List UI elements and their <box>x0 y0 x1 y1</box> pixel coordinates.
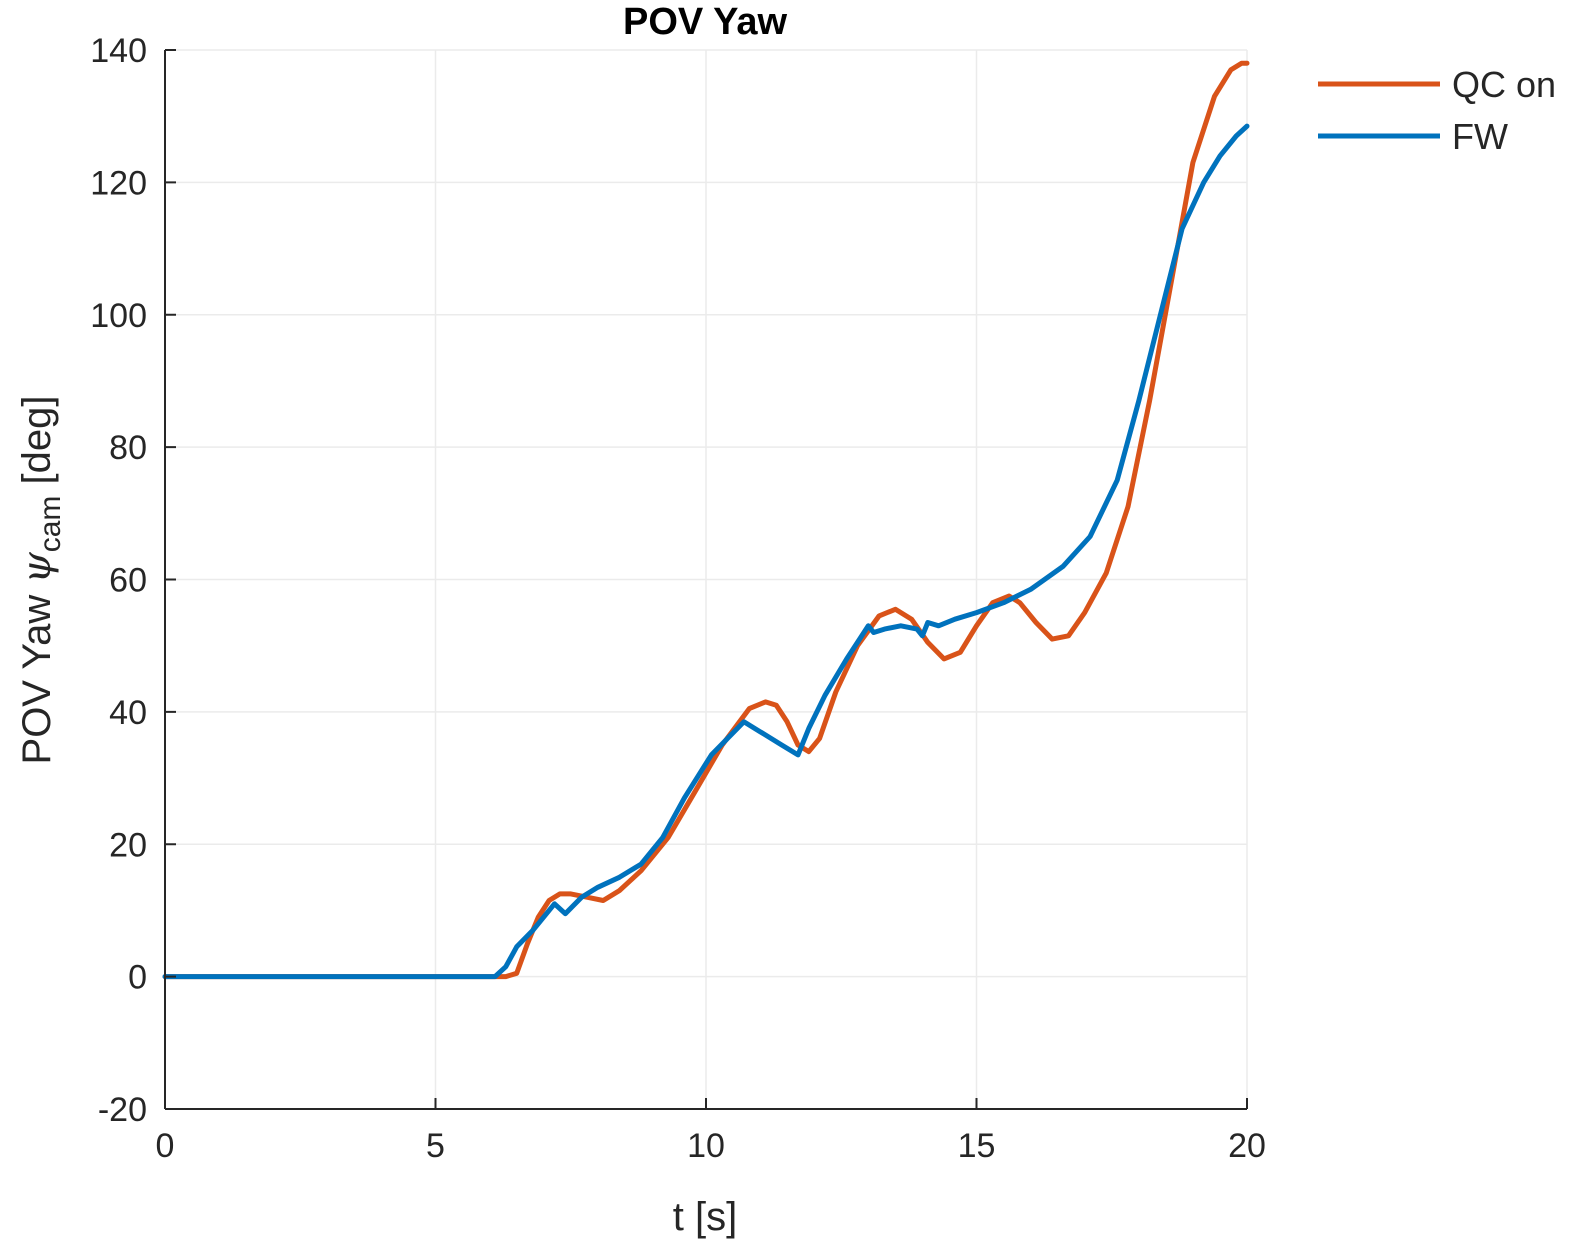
y-tick-label: 0 <box>128 959 147 997</box>
x-tick-label: 0 <box>156 1127 175 1165</box>
y-axis-label: POV Yaw ψcam [deg] <box>14 396 67 765</box>
y-tick-label: 20 <box>109 826 147 864</box>
series-line-qc-on <box>162 60 1250 980</box>
series-line-fw <box>162 123 1250 980</box>
x-tick-label: 5 <box>426 1127 445 1165</box>
y-tick-label: 140 <box>90 32 147 70</box>
grid <box>164 49 1248 1110</box>
y-tick-label: 100 <box>90 297 147 335</box>
x-tick-label: 20 <box>1228 1127 1266 1165</box>
y-axis-label-subscript: cam <box>34 496 67 553</box>
legend-label-fw: FW <box>1452 116 1508 157</box>
legend-label-qc-on: QC on <box>1452 64 1556 105</box>
y-tick-label: 80 <box>109 429 147 467</box>
y-tick-label: 60 <box>109 562 147 600</box>
y-axis-label-suffix: [deg] <box>15 396 59 496</box>
y-tick-label: 40 <box>109 694 147 732</box>
x-axis-label: t [s] <box>673 1195 737 1239</box>
y-tick-label: -20 <box>98 1091 147 1129</box>
x-tick-label: 15 <box>958 1127 996 1165</box>
series-group <box>162 60 1250 980</box>
x-tick-label: 10 <box>687 1127 725 1165</box>
y-tick-label: 120 <box>90 164 147 202</box>
legend: QC on FW <box>1318 64 1556 157</box>
chart-title: POV Yaw <box>623 1 788 43</box>
y-axis-label-prefix: POV Yaw <box>15 584 59 765</box>
y-axis-label-symbol: ψ <box>14 552 60 584</box>
